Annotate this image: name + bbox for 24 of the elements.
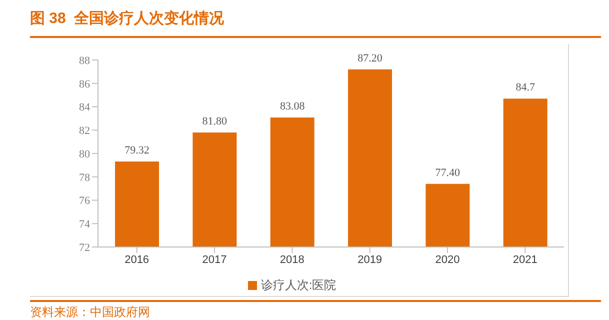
x-tick-label: 2017 [202, 254, 227, 266]
y-tick-label: 82 [79, 125, 90, 138]
data-label: 79.32 [124, 144, 150, 156]
data-label: 84.7 [516, 82, 536, 94]
x-tick-label: 2020 [435, 254, 460, 266]
data-label: 81.80 [202, 115, 228, 128]
y-tick-label: 80 [79, 148, 90, 160]
y-tick-label: 78 [79, 172, 90, 184]
y-tick-label: 74 [79, 218, 90, 231]
y-tick-label: 88 [79, 54, 90, 67]
x-tick-label: 2018 [280, 254, 304, 266]
y-tick-label: 84 [79, 102, 90, 114]
data-label: 83.08 [280, 100, 306, 113]
text: 资料来源：中国政府网 [30, 304, 151, 320]
y-tick-label: 72 [79, 242, 90, 254]
data-label: 87.20 [358, 52, 383, 64]
legend-label: 诊疗人次:医院 [260, 278, 336, 292]
data-label: 77.40 [435, 166, 461, 179]
y-tick-label: 76 [79, 195, 90, 208]
x-tick-label: 2016 [124, 254, 150, 266]
y-tick-label: 86 [79, 78, 90, 90]
x-tick-label: 2021 [512, 254, 538, 266]
x-tick-label: 2019 [358, 254, 382, 266]
chart-title: 图 38 全国诊疗人次变化情况 [30, 8, 601, 38]
